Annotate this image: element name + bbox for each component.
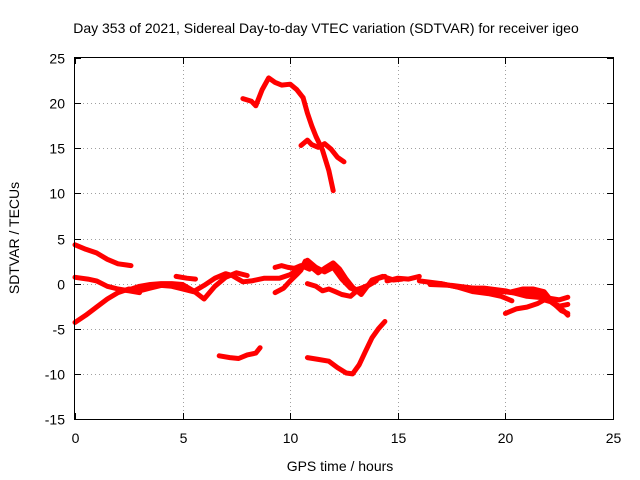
series-line-arc-8 <box>304 273 388 299</box>
plot-frame <box>74 57 614 420</box>
x-tick-label: 25 <box>606 430 622 446</box>
series-line-arc-18 <box>216 345 263 361</box>
series-line-arc-5 <box>173 273 198 282</box>
x-tick-label: 0 <box>72 430 80 446</box>
y-tick-label: 5 <box>57 232 65 248</box>
y-tick-label: -5 <box>53 322 66 338</box>
series-line-arc-7 <box>272 263 313 272</box>
series-line-arc-17 <box>298 137 347 165</box>
series-line-arc-19 <box>304 319 388 377</box>
y-tick-label: 10 <box>49 186 65 202</box>
chart-title: Day 353 of 2021, Sidereal Day-to-day VTE… <box>73 20 579 36</box>
series-line-arc-4 <box>126 270 250 302</box>
x-tick-label: 20 <box>498 430 514 446</box>
y-tick-label: 15 <box>49 141 65 157</box>
series-line-arc-12 <box>438 281 515 304</box>
y-tick-label: 0 <box>57 277 65 293</box>
series-line-arc-16 <box>300 95 336 194</box>
y-tick-label: 20 <box>49 96 65 112</box>
y-axis-label: SDTVAR / TECUs <box>6 182 22 294</box>
x-tick-label: 15 <box>391 430 407 446</box>
x-tick-label: 5 <box>180 430 188 446</box>
x-tick-label: 10 <box>283 430 299 446</box>
series-line-arc-9 <box>384 273 422 284</box>
y-tick-label: -10 <box>45 367 65 383</box>
y-tick-label: 25 <box>49 51 65 67</box>
series-layer <box>72 75 571 377</box>
axis-ticks: 0 5 10 15 20 25 -15 -10 -5 0 5 10 15 20 25 <box>45 51 622 447</box>
x-axis-label: GPS time / hours <box>287 458 394 474</box>
grid-lines <box>75 58 613 419</box>
series-line-arc-14 <box>509 286 571 316</box>
series-line-arc-1 <box>72 242 134 269</box>
series-line-arc-15 <box>240 75 306 109</box>
y-tick-label: -15 <box>45 412 65 428</box>
